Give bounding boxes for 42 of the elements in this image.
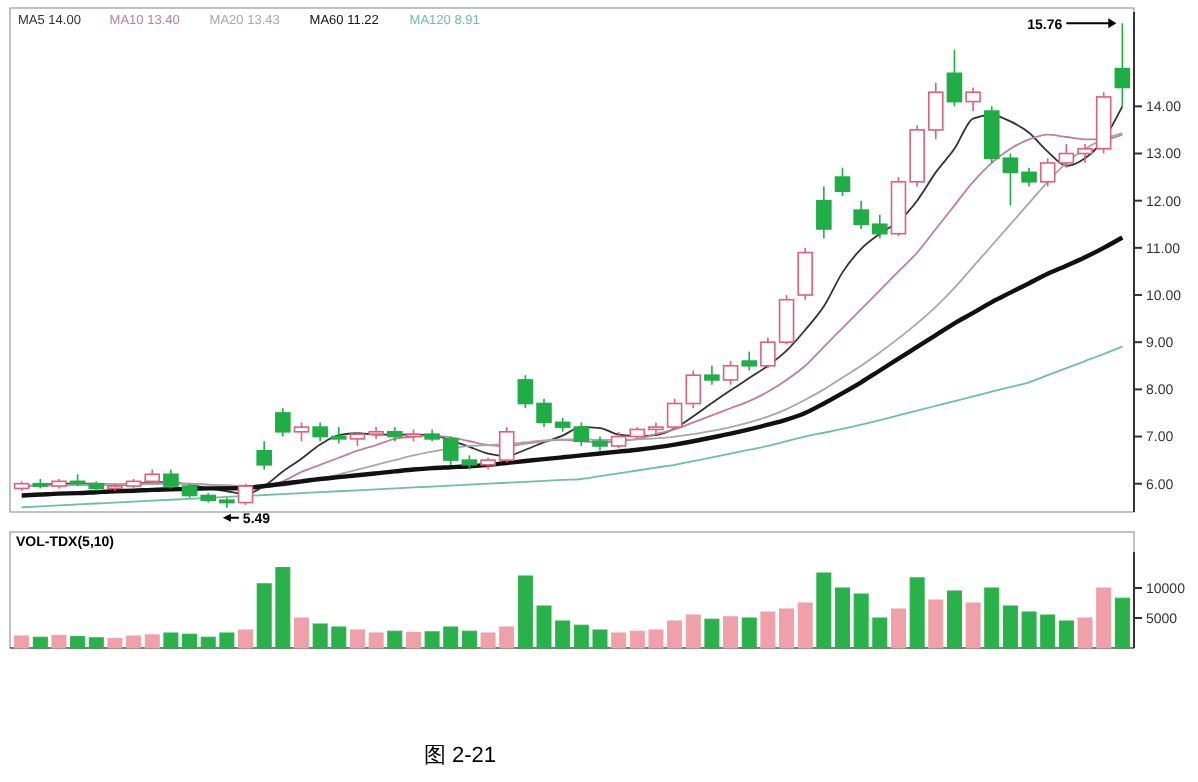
bar [405,631,421,649]
candlestick [256,440,272,471]
candlestick [816,185,832,240]
line-series [20,345,1124,509]
bar [461,630,477,649]
bar [890,608,906,649]
candlestick [797,247,813,301]
bar [14,635,30,649]
bar [704,618,720,649]
bar [723,616,739,649]
bar [238,629,254,649]
bar [88,637,104,649]
bar [984,587,1000,649]
bar [32,636,48,649]
bar [797,602,813,649]
candlestick [965,86,981,112]
bar [909,577,925,649]
bar [816,572,832,649]
line-series [19,235,1125,498]
bar [51,634,67,649]
bar [144,634,160,649]
candlestick [275,407,291,438]
bar [965,602,981,649]
bar [387,630,403,649]
bar [835,587,850,649]
candlestick [704,364,720,386]
caption: 图 2-21 [423,744,497,768]
bar [294,617,309,649]
bar [1114,597,1130,649]
bar [611,632,627,649]
candlestick [741,350,758,372]
bar [946,590,962,649]
candlestick [946,48,963,108]
candlestick [834,166,851,197]
bar [1058,620,1074,649]
candlestick [293,421,310,443]
candlestick [722,360,739,386]
candlestick [237,482,254,506]
bar [741,617,757,649]
bar [928,599,944,649]
bar [70,636,86,649]
bar [685,614,701,649]
